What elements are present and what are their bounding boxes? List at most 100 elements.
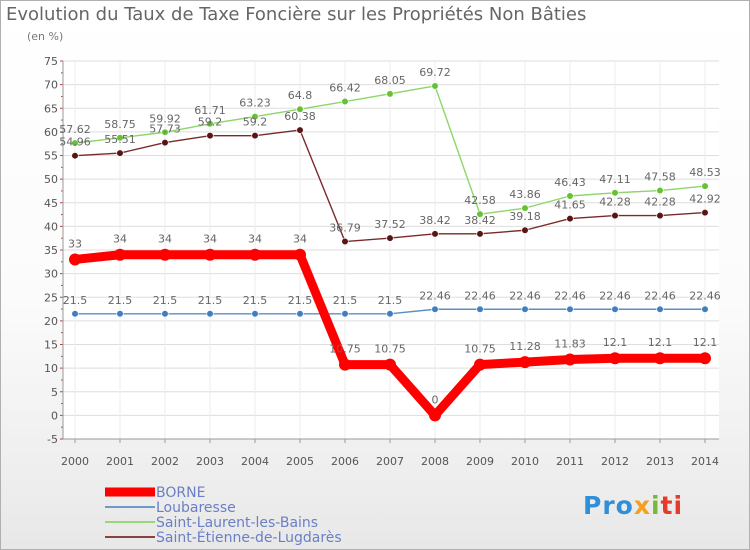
y-tick-label: 20 bbox=[44, 315, 58, 328]
data-point bbox=[71, 152, 79, 160]
data-point bbox=[251, 310, 259, 318]
data-point bbox=[341, 237, 349, 246]
y-tick-label: 50 bbox=[44, 173, 58, 186]
data-label: 47.58 bbox=[644, 171, 676, 184]
data-point bbox=[609, 352, 621, 365]
data-label: 12.1 bbox=[693, 336, 718, 349]
logo-part-pro: Pro bbox=[583, 491, 634, 520]
data-label: 22.46 bbox=[644, 289, 676, 302]
data-point bbox=[611, 189, 619, 197]
data-label: 33 bbox=[68, 237, 82, 250]
data-point bbox=[611, 305, 619, 313]
data-point bbox=[204, 248, 216, 261]
logo-part-i: i bbox=[650, 491, 661, 520]
data-label: 22.46 bbox=[599, 289, 631, 302]
logo-part-ti: ti bbox=[660, 491, 684, 520]
data-point bbox=[161, 310, 169, 318]
data-point bbox=[521, 204, 529, 212]
y-tick-label: 65 bbox=[44, 102, 58, 115]
data-point bbox=[566, 192, 574, 200]
data-label: 68.05 bbox=[374, 74, 406, 87]
data-point bbox=[159, 248, 171, 261]
data-point bbox=[71, 310, 79, 318]
data-point bbox=[251, 113, 259, 121]
data-label: 34 bbox=[203, 233, 217, 246]
data-point bbox=[476, 230, 484, 238]
data-point bbox=[294, 248, 306, 261]
data-label: 10.75 bbox=[329, 343, 361, 356]
x-tick-label: 2004 bbox=[241, 455, 269, 468]
x-tick-label: 2012 bbox=[601, 455, 629, 468]
data-label: 58.75 bbox=[104, 118, 136, 131]
y-tick-label: 40 bbox=[44, 220, 58, 233]
data-point bbox=[69, 253, 81, 266]
data-point bbox=[566, 305, 574, 313]
data-label: 48.53 bbox=[689, 166, 721, 179]
data-label: 61.71 bbox=[194, 104, 226, 117]
data-label: 11.83 bbox=[554, 337, 586, 350]
x-tick-label: 2001 bbox=[106, 455, 134, 468]
x-tick-label: 2011 bbox=[556, 455, 584, 468]
data-label: 10.75 bbox=[464, 343, 496, 356]
y-tick-label: 30 bbox=[44, 268, 58, 281]
data-point bbox=[386, 90, 394, 98]
data-label: 38.42 bbox=[464, 214, 496, 227]
y-tick-label: 25 bbox=[44, 291, 58, 304]
data-point bbox=[296, 126, 304, 134]
data-label: 59.2 bbox=[243, 116, 268, 129]
legend-label: Saint-Laurent-les-Bains bbox=[156, 515, 318, 531]
data-label: 42.58 bbox=[464, 194, 496, 207]
x-tick-label: 2014 bbox=[691, 455, 719, 468]
data-point bbox=[386, 234, 394, 242]
y-tick-label: -5 bbox=[47, 433, 58, 446]
x-tick-label: 2006 bbox=[331, 455, 359, 468]
x-tick-label: 2013 bbox=[646, 455, 674, 468]
data-label: 47.11 bbox=[599, 173, 631, 186]
data-point bbox=[339, 358, 351, 371]
data-label: 60.38 bbox=[284, 110, 316, 123]
data-label: 54.96 bbox=[59, 136, 91, 149]
data-label: 37.52 bbox=[374, 218, 406, 231]
data-point bbox=[249, 248, 261, 261]
y-tick-label: 15 bbox=[44, 339, 58, 352]
y-tick-label: 70 bbox=[44, 79, 58, 92]
data-label: 11.28 bbox=[509, 340, 541, 353]
data-label: 0 bbox=[432, 393, 439, 406]
x-tick-label: 2005 bbox=[286, 455, 314, 468]
x-tick-label: 2000 bbox=[61, 455, 89, 468]
data-point bbox=[699, 352, 711, 365]
legend-label: Saint-Étienne-de-Lugdarès bbox=[156, 529, 342, 546]
data-point bbox=[701, 305, 709, 313]
data-point bbox=[116, 134, 124, 142]
data-label: 21.5 bbox=[198, 294, 223, 307]
data-point bbox=[116, 310, 124, 318]
data-point bbox=[161, 128, 169, 136]
data-label: 34 bbox=[248, 233, 262, 246]
data-label: 22.46 bbox=[464, 289, 496, 302]
data-label: 12.1 bbox=[603, 336, 628, 349]
y-tick-label: 75 bbox=[44, 55, 58, 68]
data-point bbox=[116, 149, 124, 157]
data-point bbox=[431, 82, 439, 90]
data-label: 21.5 bbox=[288, 294, 313, 307]
data-point bbox=[521, 226, 529, 234]
data-point bbox=[656, 186, 664, 195]
data-point bbox=[429, 409, 441, 422]
data-label: 42.92 bbox=[689, 193, 721, 206]
data-label: 22.46 bbox=[419, 289, 451, 302]
data-label: 43.86 bbox=[509, 188, 541, 201]
y-tick-label: 45 bbox=[44, 197, 58, 210]
data-point bbox=[476, 210, 484, 218]
data-label: 59.92 bbox=[149, 112, 181, 125]
data-point bbox=[611, 212, 619, 220]
x-tick-label: 2009 bbox=[466, 455, 494, 468]
y-tick-label: 55 bbox=[44, 150, 58, 163]
data-label: 42.28 bbox=[599, 196, 631, 209]
data-point bbox=[564, 353, 576, 366]
y-tick-label: 35 bbox=[44, 244, 58, 257]
data-label: 22.46 bbox=[509, 289, 541, 302]
data-label: 38.42 bbox=[419, 214, 451, 227]
y-tick-label: 0 bbox=[51, 409, 58, 422]
